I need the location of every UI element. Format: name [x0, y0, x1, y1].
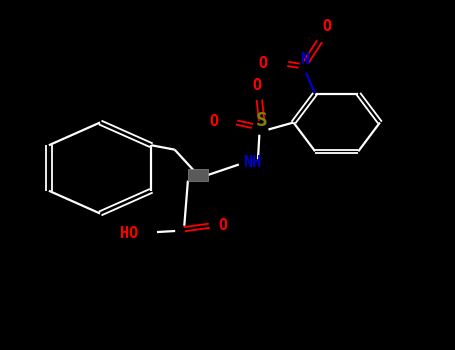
Text: O: O	[258, 56, 268, 71]
Polygon shape	[188, 169, 208, 181]
Text: HO: HO	[120, 226, 138, 241]
Text: O: O	[209, 114, 218, 129]
Text: O: O	[253, 78, 262, 93]
Text: N: N	[300, 52, 310, 68]
Text: O: O	[218, 218, 228, 232]
Text: NH: NH	[243, 155, 262, 170]
Text: O: O	[322, 19, 331, 34]
Text: S: S	[256, 111, 268, 130]
